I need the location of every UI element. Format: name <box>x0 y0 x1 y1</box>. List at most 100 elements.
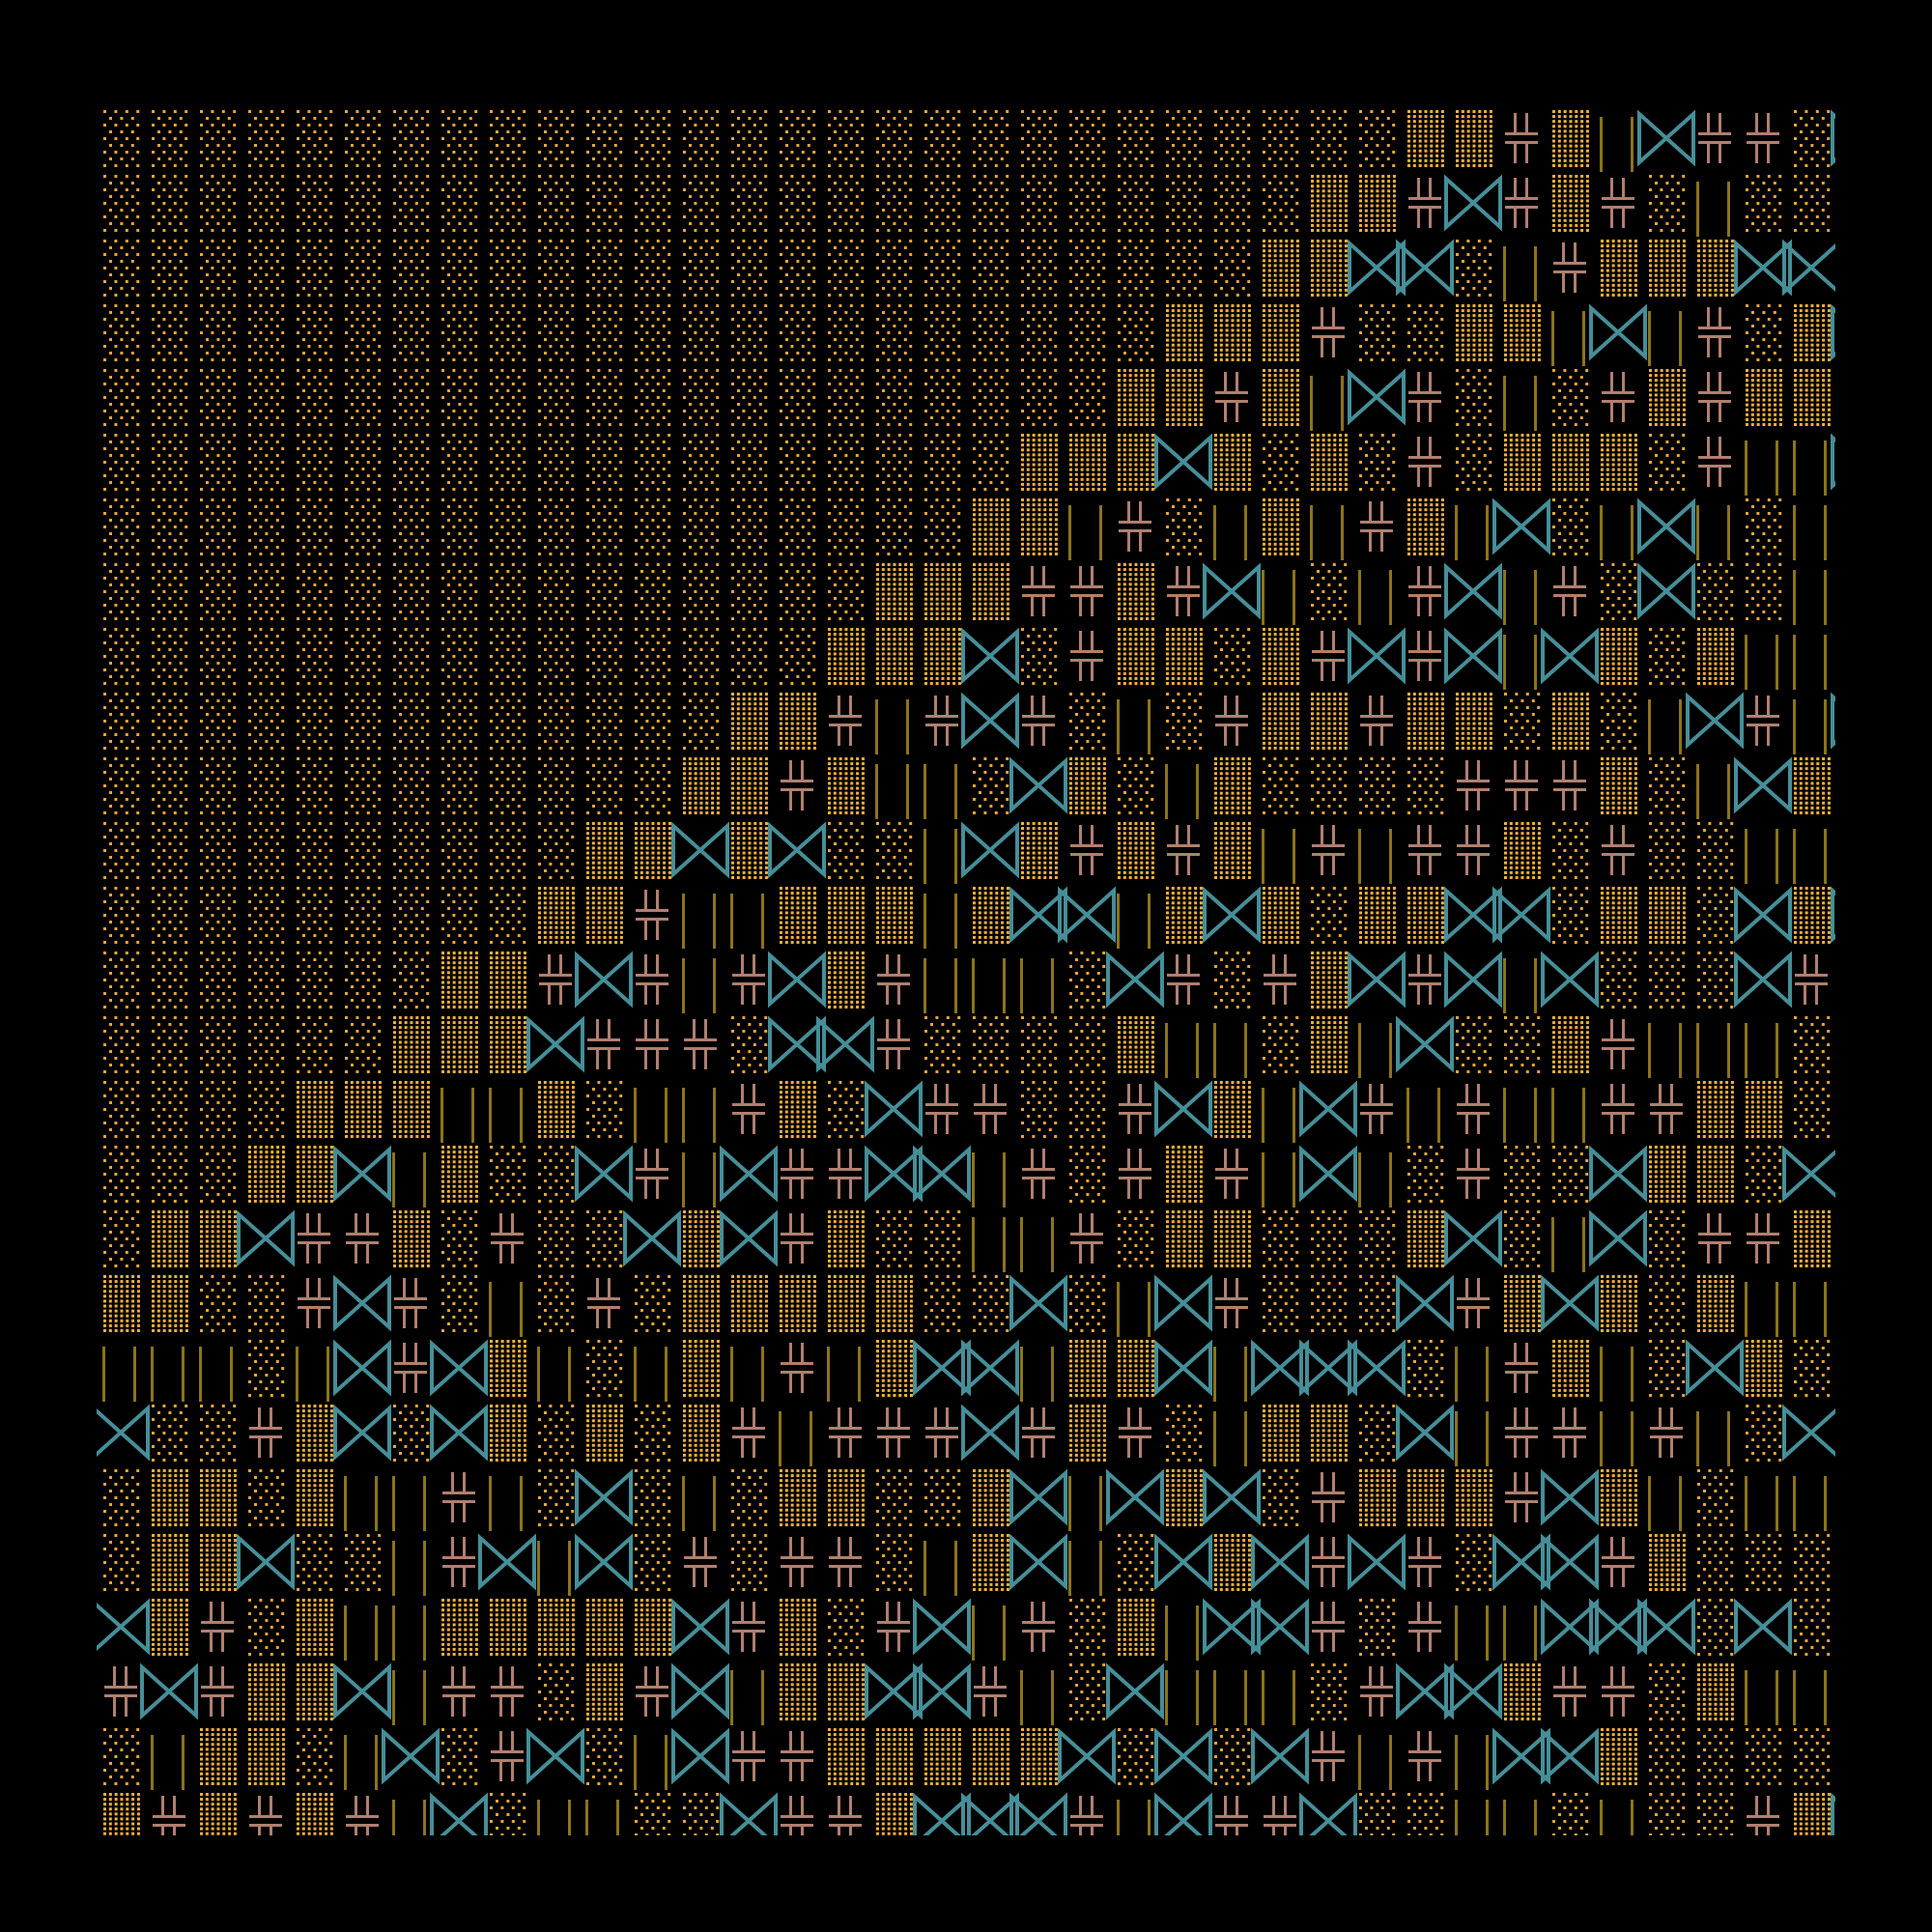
bowtie-glyph <box>1154 433 1212 491</box>
sparse-dots-glyph <box>731 434 768 491</box>
bowtie-glyph <box>1396 239 1454 297</box>
sparse-dots-glyph <box>1456 240 1492 297</box>
sparse-dots-glyph <box>780 628 816 685</box>
double-bar-glyph <box>1213 505 1247 560</box>
sparse-dots-glyph <box>152 369 188 426</box>
sparse-dots-glyph <box>393 563 430 620</box>
sparse-dots-glyph <box>152 434 188 491</box>
bowtie-glyph <box>1734 239 1792 297</box>
dense-dots-glyph <box>1263 628 1299 685</box>
double-cross-glyph <box>1505 178 1538 228</box>
sparse-dots-glyph <box>1311 563 1348 620</box>
sparse-dots-glyph <box>538 304 575 361</box>
double-cross-glyph <box>1408 372 1441 422</box>
sparse-dots-glyph <box>683 369 720 426</box>
sparse-dots-glyph <box>731 240 768 297</box>
double-cross-glyph <box>1698 372 1731 422</box>
dense-dots-glyph <box>1359 175 1396 232</box>
sparse-dots-glyph <box>103 434 140 491</box>
sparse-dots-glyph <box>490 369 526 426</box>
dense-dots-glyph <box>1649 240 1686 297</box>
sparse-dots-glyph <box>586 693 623 750</box>
double-cross-glyph <box>1408 437 1441 487</box>
dense-dots-glyph <box>973 498 1009 555</box>
sparse-dots-glyph <box>248 175 285 232</box>
sparse-dots-glyph <box>248 369 285 426</box>
sparse-dots-glyph <box>103 693 140 750</box>
double-cross-glyph <box>1698 307 1731 357</box>
sparse-dots-glyph <box>297 304 333 361</box>
bowtie-glyph <box>1831 109 1835 167</box>
bowtie-glyph <box>1637 562 1695 620</box>
sparse-dots-glyph <box>297 240 333 297</box>
sparse-dots-glyph <box>248 693 285 750</box>
sparse-dots-glyph <box>441 110 478 167</box>
dense-dots-glyph <box>1601 628 1637 685</box>
sparse-dots-glyph <box>248 304 285 361</box>
sparse-dots-glyph <box>152 240 188 297</box>
sparse-dots-glyph <box>441 369 478 426</box>
sparse-dots-glyph <box>876 434 913 491</box>
sparse-dots-glyph <box>780 110 816 167</box>
dense-dots-glyph <box>1166 628 1203 685</box>
sparse-dots-glyph <box>1746 175 1782 232</box>
dense-dots-glyph <box>1601 240 1637 297</box>
sparse-dots-glyph <box>683 110 720 167</box>
sparse-dots-glyph <box>103 175 140 232</box>
double-cross-glyph <box>1408 178 1441 228</box>
sparse-dots-glyph <box>586 240 623 297</box>
sparse-dots-glyph <box>828 110 865 167</box>
sparse-dots-glyph <box>200 369 237 426</box>
sparse-dots-glyph <box>1601 563 1637 620</box>
dense-dots-glyph <box>876 628 913 685</box>
sparse-dots-glyph <box>828 304 865 361</box>
dense-dots-glyph <box>1552 434 1589 491</box>
sparse-dots-glyph <box>490 628 526 685</box>
sparse-dots-glyph <box>152 693 188 750</box>
sparse-dots-glyph <box>1166 240 1203 297</box>
sparse-dots-glyph <box>297 628 333 685</box>
sparse-dots-glyph <box>876 498 913 555</box>
sparse-dots-glyph <box>538 693 575 750</box>
sparse-dots-glyph <box>1069 240 1106 297</box>
sparse-dots-glyph <box>1649 628 1686 685</box>
sparse-dots-glyph <box>441 628 478 685</box>
double-cross-glyph <box>1360 501 1393 552</box>
sparse-dots-glyph <box>1069 369 1106 426</box>
double-bar-glyph <box>1793 505 1827 560</box>
double-cross-glyph <box>1070 566 1103 616</box>
sparse-dots-glyph <box>780 369 816 426</box>
dense-dots-glyph <box>1118 563 1154 620</box>
dense-dots-glyph <box>1794 369 1831 426</box>
sparse-dots-glyph <box>490 304 526 361</box>
sparse-dots-glyph <box>345 110 382 167</box>
sparse-dots-glyph <box>635 434 671 491</box>
sparse-dots-glyph <box>828 240 865 297</box>
sparse-dots-glyph <box>152 563 188 620</box>
dense-dots-glyph <box>1746 369 1782 426</box>
sparse-dots-glyph <box>683 175 720 232</box>
sparse-dots-glyph <box>393 240 430 297</box>
bowtie-glyph <box>1203 562 1261 620</box>
sparse-dots-glyph <box>683 304 720 361</box>
sparse-dots-glyph <box>297 110 333 167</box>
sparse-dots-glyph <box>731 110 768 167</box>
sparse-dots-glyph <box>876 240 913 297</box>
sparse-dots-glyph <box>1794 110 1831 167</box>
sparse-dots-glyph <box>1166 175 1203 232</box>
bowtie-glyph <box>1492 497 1550 555</box>
sparse-dots-glyph <box>538 498 575 555</box>
double-cross-glyph <box>1312 631 1345 681</box>
sparse-dots-glyph <box>248 434 285 491</box>
sparse-dots-glyph <box>780 304 816 361</box>
dense-dots-glyph <box>1456 304 1492 361</box>
dense-dots-glyph <box>1166 304 1203 361</box>
sparse-dots-glyph <box>393 304 430 361</box>
sparse-dots-glyph <box>1069 175 1106 232</box>
double-cross-glyph <box>1747 113 1779 163</box>
sparse-dots-glyph <box>731 628 768 685</box>
sparse-dots-glyph <box>635 498 671 555</box>
sparse-dots-glyph <box>828 369 865 426</box>
sparse-dots-glyph <box>297 369 333 426</box>
